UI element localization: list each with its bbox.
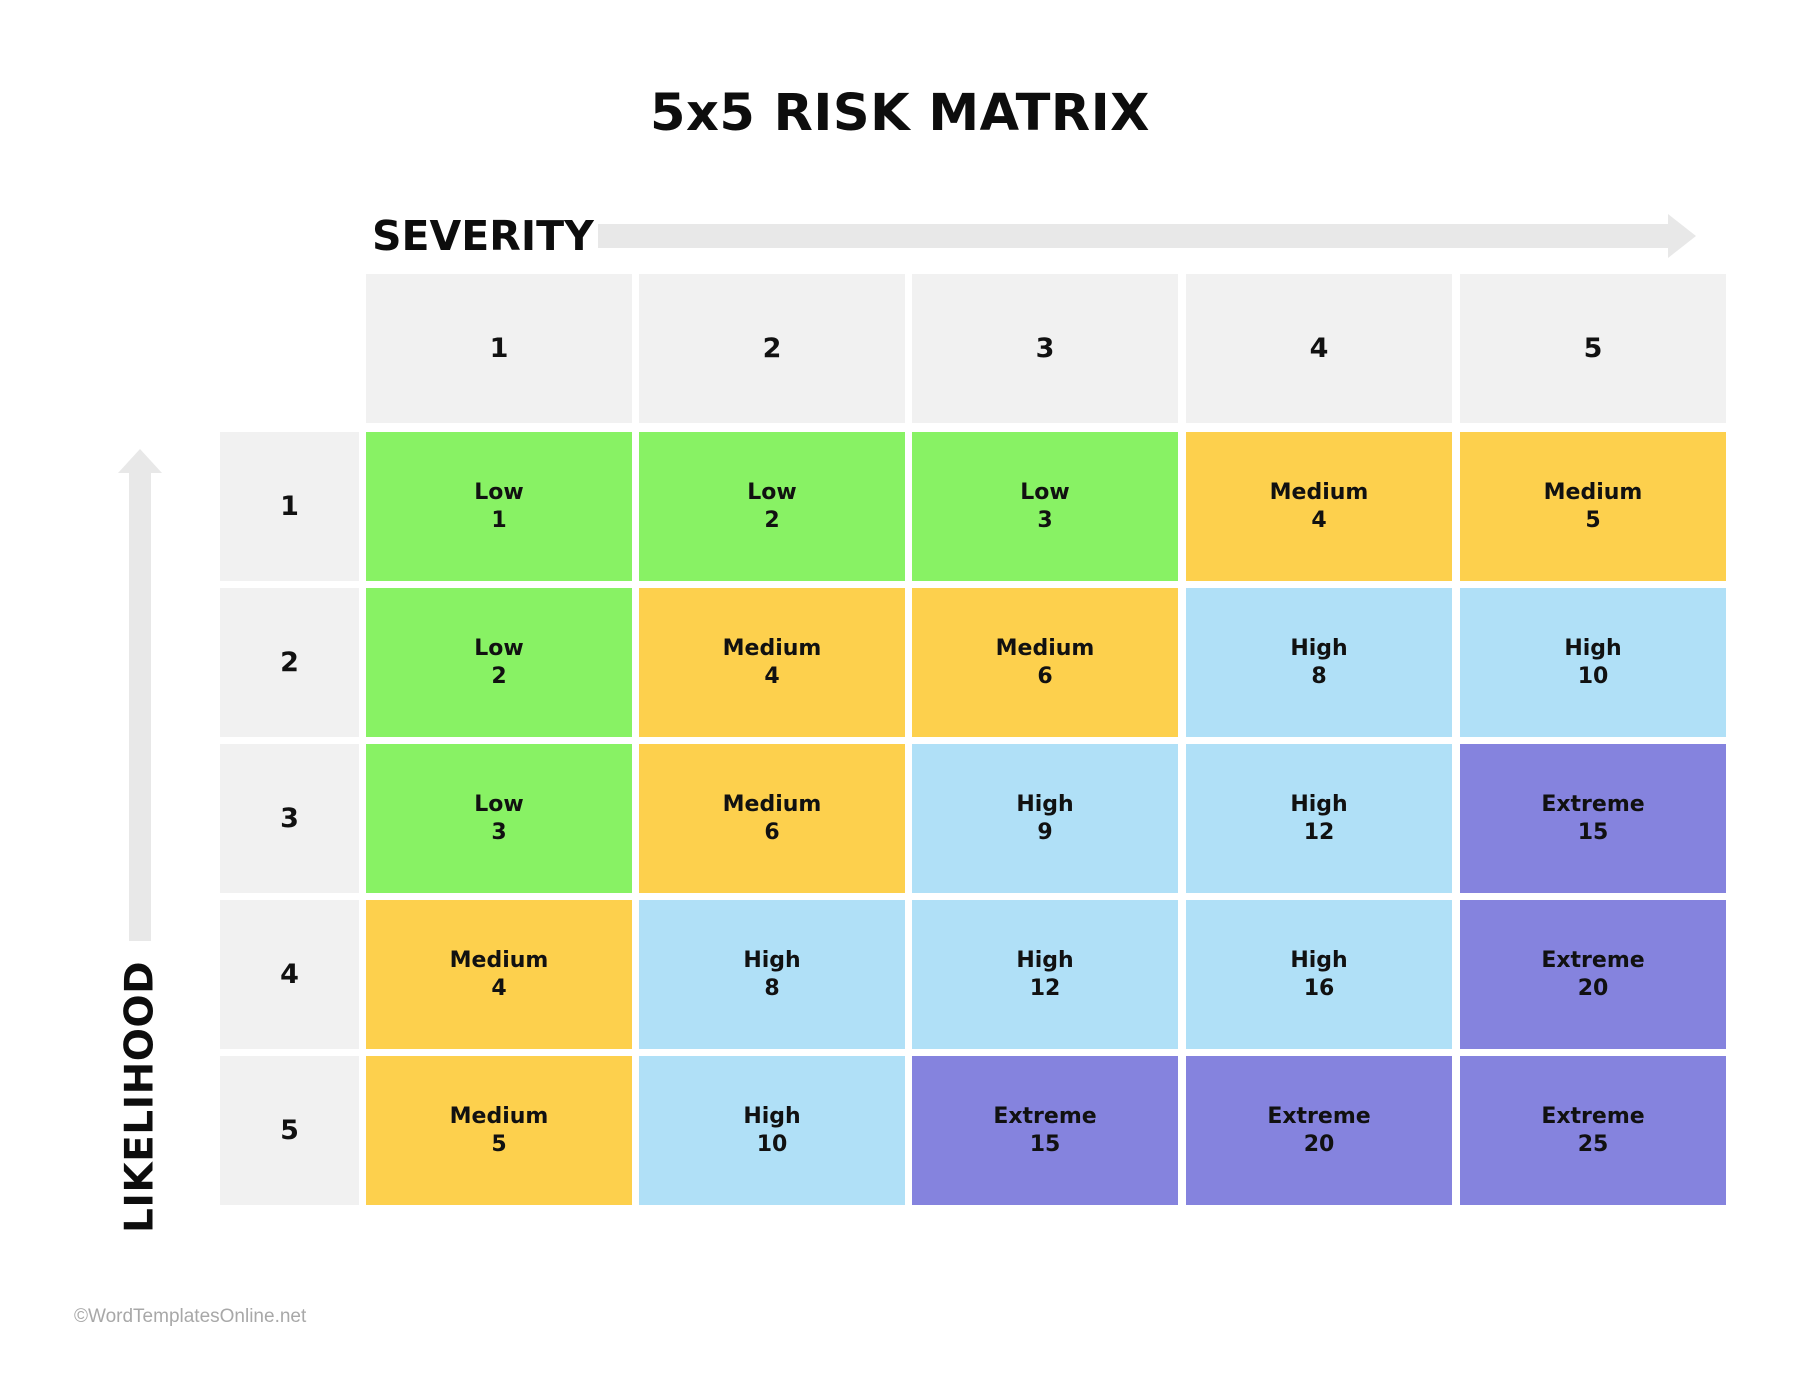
likelihood-header-2: 2 <box>220 588 359 737</box>
risk-level-label: Low <box>474 791 524 817</box>
risk-level-label: Medium <box>722 791 822 817</box>
risk-score-value: 16 <box>1303 975 1335 1001</box>
risk-score-value: 1 <box>491 507 507 533</box>
risk-cell: Low 2 <box>366 588 632 737</box>
risk-cell: Extreme 20 <box>1186 1056 1452 1205</box>
risk-cell: Medium 5 <box>1460 432 1726 581</box>
risk-cell: High 8 <box>1186 588 1452 737</box>
risk-level-label: Medium <box>449 1103 549 1129</box>
risk-cell: Low 3 <box>912 432 1178 581</box>
risk-score-value: 6 <box>764 819 780 845</box>
risk-level-label: Medium <box>449 947 549 973</box>
risk-score-value: 4 <box>1311 507 1327 533</box>
risk-cell: High 16 <box>1186 900 1452 1049</box>
likelihood-arrow-shape <box>118 449 162 941</box>
risk-cell: Medium 4 <box>639 588 905 737</box>
severity-axis-label: SEVERITY <box>372 212 594 260</box>
page-title: 5x5 RISK MATRIX <box>650 84 1150 143</box>
risk-cell: Extreme 15 <box>1460 744 1726 893</box>
risk-score-value: 10 <box>1577 663 1609 689</box>
severity-header-3: 3 <box>912 274 1178 423</box>
risk-score-value: 6 <box>1037 663 1053 689</box>
risk-score-value: 8 <box>1311 663 1327 689</box>
severity-header-5: 5 <box>1460 274 1726 423</box>
risk-cell: Extreme 15 <box>912 1056 1178 1205</box>
risk-cell: High 12 <box>912 900 1178 1049</box>
risk-level-label: High <box>1564 635 1622 661</box>
risk-level-label: Medium <box>722 635 822 661</box>
risk-score-value: 20 <box>1577 975 1609 1001</box>
severity-header-4: 4 <box>1186 274 1452 423</box>
risk-score-value: 3 <box>1037 507 1053 533</box>
risk-score-value: 5 <box>1585 507 1601 533</box>
risk-level-label: High <box>1290 947 1348 973</box>
risk-cell: High 9 <box>912 744 1178 893</box>
risk-cell: Extreme 25 <box>1460 1056 1726 1205</box>
risk-level-label: Low <box>747 479 797 505</box>
risk-score-value: 4 <box>764 663 780 689</box>
risk-level-label: Medium <box>1543 479 1643 505</box>
risk-score-value: 4 <box>491 975 507 1001</box>
risk-score-value: 2 <box>491 663 507 689</box>
likelihood-header-3: 3 <box>220 744 359 893</box>
risk-level-label: Extreme <box>1541 1103 1645 1129</box>
severity-arrow-icon <box>598 214 1696 258</box>
risk-score-value: 8 <box>764 975 780 1001</box>
severity-header-1: 1 <box>366 274 632 423</box>
risk-level-label: Extreme <box>1541 791 1645 817</box>
risk-cell: High 12 <box>1186 744 1452 893</box>
risk-level-label: High <box>1016 791 1074 817</box>
risk-score-value: 9 <box>1037 819 1053 845</box>
risk-level-label: Low <box>474 635 524 661</box>
risk-cell: High 10 <box>639 1056 905 1205</box>
risk-level-label: High <box>743 1103 801 1129</box>
risk-cell: High 10 <box>1460 588 1726 737</box>
risk-cell: Medium 4 <box>366 900 632 1049</box>
likelihood-header-5: 5 <box>220 1056 359 1205</box>
risk-level-label: Low <box>474 479 524 505</box>
risk-score-value: 12 <box>1303 819 1335 845</box>
risk-level-label: Extreme <box>1541 947 1645 973</box>
likelihood-axis-label: LIKELIHOOD <box>117 961 163 1233</box>
risk-score-value: 15 <box>1577 819 1609 845</box>
risk-level-label: Medium <box>995 635 1095 661</box>
risk-level-label: Extreme <box>1267 1103 1371 1129</box>
risk-score-value: 10 <box>756 1131 788 1157</box>
watermark: ©WordTemplatesOnline.net <box>74 1306 307 1327</box>
risk-cell: Medium 4 <box>1186 432 1452 581</box>
risk-cell: Medium 6 <box>912 588 1178 737</box>
risk-score-value: 20 <box>1303 1131 1335 1157</box>
risk-cell: Medium 5 <box>366 1056 632 1205</box>
risk-score-value: 2 <box>764 507 780 533</box>
risk-score-value: 15 <box>1029 1131 1061 1157</box>
severity-header-2: 2 <box>639 274 905 423</box>
risk-score-value: 12 <box>1029 975 1061 1001</box>
likelihood-arrow-icon <box>118 449 162 941</box>
risk-cell: Low 3 <box>366 744 632 893</box>
risk-cell: Low 1 <box>366 432 632 581</box>
severity-arrow-shape <box>598 214 1696 258</box>
risk-score-value: 25 <box>1577 1131 1609 1157</box>
risk-cell: Medium 6 <box>639 744 905 893</box>
risk-level-label: High <box>1290 791 1348 817</box>
risk-level-label: High <box>1290 635 1348 661</box>
risk-level-label: Low <box>1020 479 1070 505</box>
risk-level-label: Medium <box>1269 479 1369 505</box>
risk-cell: Extreme 20 <box>1460 900 1726 1049</box>
risk-score-value: 3 <box>491 819 507 845</box>
risk-cell: Low 2 <box>639 432 905 581</box>
risk-level-label: High <box>1016 947 1074 973</box>
risk-score-value: 5 <box>491 1131 507 1157</box>
likelihood-header-1: 1 <box>220 432 359 581</box>
risk-cell: High 8 <box>639 900 905 1049</box>
likelihood-header-4: 4 <box>220 900 359 1049</box>
risk-level-label: High <box>743 947 801 973</box>
risk-level-label: Extreme <box>993 1103 1097 1129</box>
